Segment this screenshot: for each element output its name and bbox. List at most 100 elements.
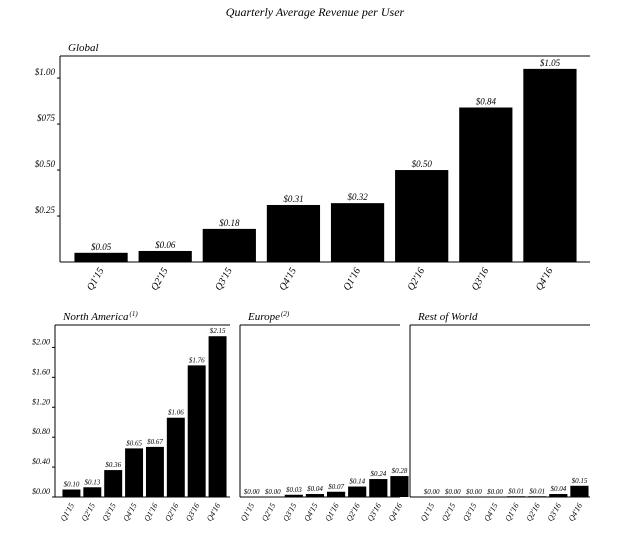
x-tick-label: Q3'15 <box>281 502 299 523</box>
value-label: $0.00 <box>265 488 281 496</box>
value-label: $0.05 <box>91 242 112 252</box>
x-tick-label: Q4'15 <box>121 502 139 523</box>
x-tick-label: Q2'15 <box>80 502 98 523</box>
y-tick-label: $1.00 <box>35 67 56 77</box>
x-tick-label: Q1'15 <box>59 502 77 523</box>
panel-title: Global <box>68 42 99 54</box>
x-tick-label: Q1'16 <box>323 502 341 523</box>
y-tick-label: $1.60 <box>32 367 50 376</box>
bar <box>284 494 303 497</box>
y-tick-label: $1.20 <box>32 397 50 406</box>
panel-title-note: (2) <box>281 310 290 318</box>
x-tick-label: Q3'15 <box>461 502 479 523</box>
value-label: $0.03 <box>286 486 302 494</box>
value-label: $0.28 <box>392 467 408 475</box>
x-tick-label: Q4'15 <box>302 502 320 523</box>
value-label: $0.00 <box>487 488 503 496</box>
value-label: $0.00 <box>445 488 461 496</box>
bar <box>166 417 185 497</box>
x-tick-label: Q2'16 <box>406 266 428 293</box>
x-tick-label: Q3'16 <box>184 502 202 523</box>
value-label: $0.13 <box>84 478 100 486</box>
x-tick-label: Q1'16 <box>142 502 160 523</box>
x-tick-label: Q1'15 <box>419 502 437 523</box>
value-label: $2.15 <box>210 327 226 335</box>
value-label: $0.06 <box>155 240 176 250</box>
panel-title: Europe <box>247 311 280 323</box>
value-label: $1.05 <box>540 58 561 68</box>
x-tick-label: Q3'16 <box>366 502 384 523</box>
bar <box>145 446 164 497</box>
x-tick-label: Q2'16 <box>163 502 181 523</box>
x-tick-label: Q2'15 <box>440 502 458 523</box>
bar <box>208 336 227 497</box>
value-label: $0.18 <box>219 218 240 228</box>
value-label: $0.36 <box>105 461 121 469</box>
panel-title: North America <box>62 311 129 323</box>
value-label: $0.65 <box>126 439 142 447</box>
bar <box>395 170 449 262</box>
value-label: $0.01 <box>508 487 524 495</box>
bar <box>74 252 128 262</box>
page-title: Quarterly Average Revenue per User <box>226 5 405 19</box>
value-label: $0.01 <box>529 487 545 495</box>
y-tick-label: $0.40 <box>32 457 50 466</box>
value-label: $0.04 <box>550 485 566 493</box>
x-tick-label: Q1'16 <box>503 502 521 523</box>
value-label: $1.06 <box>168 409 184 417</box>
bar <box>326 491 346 497</box>
value-label: $0.10 <box>64 481 80 489</box>
x-tick-label: Q4'16 <box>205 502 223 523</box>
y-tick-label: $0.80 <box>32 427 50 436</box>
y-tick-label: $0.25 <box>35 205 56 215</box>
bar <box>187 365 206 497</box>
value-label: $0.00 <box>466 488 482 496</box>
x-tick-label: Q2'15 <box>149 266 171 293</box>
bar <box>523 68 577 262</box>
panel-title-note: (1) <box>130 310 139 318</box>
x-tick-label: Q2'16 <box>344 502 362 523</box>
y-tick-label: $2.00 <box>32 337 50 346</box>
x-tick-label: Q4'15 <box>482 502 500 523</box>
value-label: $0.15 <box>572 477 588 485</box>
value-label: $0.14 <box>349 478 365 486</box>
value-label: $0.07 <box>328 483 344 491</box>
bar <box>330 203 385 262</box>
value-label: $0.00 <box>424 488 440 496</box>
bar <box>570 485 589 497</box>
x-tick-label: Q4'15 <box>277 266 299 293</box>
value-label: $0.04 <box>307 485 323 493</box>
panel-title: Rest of World <box>417 311 478 323</box>
y-tick-label: $0.00 <box>32 487 50 496</box>
y-tick-label: $075 <box>37 113 56 123</box>
x-tick-label: Q4'16 <box>387 502 405 523</box>
value-label: $1.76 <box>189 356 205 364</box>
bar <box>266 204 321 262</box>
value-label: $0.67 <box>147 438 163 446</box>
bar <box>369 479 388 497</box>
value-label: $0.32 <box>347 192 368 202</box>
bar <box>549 494 568 497</box>
x-tick-label: Q3'16 <box>470 266 492 293</box>
x-tick-label: Q4'16 <box>567 502 585 523</box>
bar <box>125 448 144 497</box>
value-label: $0.84 <box>476 97 497 107</box>
x-tick-label: Q2'15 <box>260 502 278 523</box>
y-tick-label: $0.50 <box>35 159 56 169</box>
x-tick-label: Q4'16 <box>534 266 556 293</box>
value-label: $0.00 <box>244 488 260 496</box>
bar <box>62 489 81 497</box>
value-label: $0.31 <box>283 194 303 204</box>
x-tick-label: Q1'16 <box>341 266 363 293</box>
bar <box>390 476 409 497</box>
bar <box>83 487 102 497</box>
value-label: $0.50 <box>412 159 433 169</box>
x-tick-label: Q2'16 <box>524 502 542 523</box>
x-tick-label: Q3'15 <box>100 502 118 523</box>
value-label: $0.24 <box>370 470 386 478</box>
x-tick-label: Q1'15 <box>85 266 107 293</box>
x-tick-label: Q3'15 <box>213 266 235 293</box>
bar <box>459 107 513 262</box>
bar <box>202 228 256 262</box>
